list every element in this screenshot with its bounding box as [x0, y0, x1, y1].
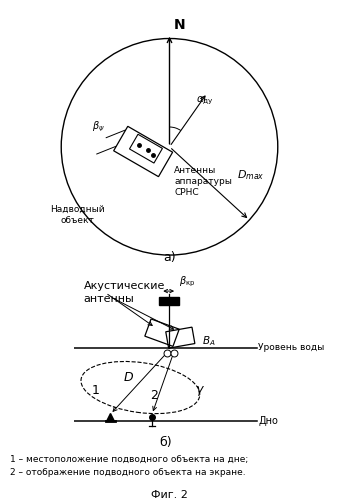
Text: 1: 1 — [92, 384, 99, 397]
Text: $\gamma$: $\gamma$ — [195, 384, 205, 398]
Text: Антенны
аппаратуры
СРНС: Антенны аппаратуры СРНС — [174, 166, 232, 197]
Text: 2: 2 — [150, 389, 158, 402]
Text: б): б) — [159, 436, 172, 449]
Text: Дно: Дно — [259, 416, 278, 426]
Text: Уровень воды: Уровень воды — [259, 343, 325, 352]
Text: Надводный
объект: Надводный объект — [50, 205, 104, 225]
Text: $\beta_{\rm кр}$: $\beta_{\rm кр}$ — [179, 275, 195, 289]
Text: а): а) — [163, 251, 176, 264]
Text: Фиг. 2: Фиг. 2 — [151, 490, 188, 499]
Text: $B_A$: $B_A$ — [202, 334, 216, 348]
Text: $\alpha_{\rm дy}$: $\alpha_{\rm дy}$ — [196, 95, 214, 107]
Text: 2 – отображение подводного объекта на экране.: 2 – отображение подводного объекта на эк… — [10, 468, 246, 477]
Text: $D_{max}$: $D_{max}$ — [237, 168, 265, 182]
Text: 1 – местоположение подводного объекта на дне;: 1 – местоположение подводного объекта на… — [10, 455, 248, 464]
Text: $\beta_\psi$: $\beta_\psi$ — [92, 119, 105, 134]
Bar — [159, 297, 179, 305]
Text: $D$: $D$ — [123, 371, 134, 384]
Text: Акустические
антенны: Акустические антенны — [84, 281, 165, 304]
Text: N: N — [173, 18, 185, 32]
